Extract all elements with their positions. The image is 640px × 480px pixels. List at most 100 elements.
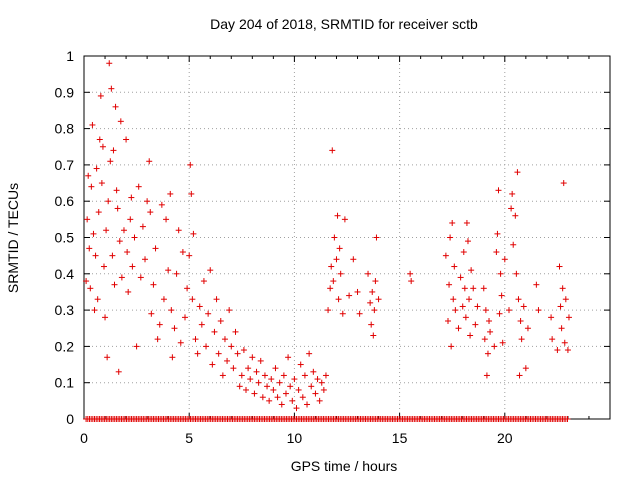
data-point — [115, 368, 122, 375]
data-point — [198, 321, 205, 328]
data-point — [154, 336, 161, 343]
data-point — [257, 357, 264, 364]
data-point — [341, 216, 348, 223]
data-point — [322, 372, 329, 379]
data-point — [354, 288, 361, 295]
data-point — [282, 390, 289, 397]
data-point — [192, 336, 199, 343]
data-point — [365, 270, 372, 277]
data-point — [228, 343, 235, 350]
data-point — [105, 198, 112, 205]
data-point — [474, 303, 481, 310]
data-point — [295, 386, 302, 393]
data-point — [470, 285, 477, 292]
data-point — [466, 296, 473, 303]
data-point — [135, 183, 142, 190]
data-point — [95, 209, 102, 216]
data-point — [137, 274, 144, 281]
data-point — [268, 376, 275, 383]
data-point — [330, 278, 337, 285]
data-point — [94, 296, 101, 303]
data-point — [310, 368, 317, 375]
x-tick-label: 10 — [287, 430, 303, 446]
data-point — [524, 325, 531, 332]
data-point — [226, 307, 233, 314]
data-point — [173, 270, 180, 277]
data-point — [102, 314, 109, 321]
data-point — [291, 376, 298, 383]
data-point — [336, 245, 343, 252]
data-point — [516, 372, 523, 379]
data-point — [127, 216, 134, 223]
data-point — [548, 314, 555, 321]
data-point — [261, 372, 268, 379]
data-point — [89, 121, 96, 128]
data-point — [148, 310, 155, 317]
data-point — [451, 263, 458, 270]
data-point — [103, 227, 110, 234]
data-point — [168, 307, 175, 314]
data-points — [83, 60, 572, 422]
data-point — [308, 383, 315, 390]
data-point — [110, 147, 117, 154]
data-point — [337, 270, 344, 277]
data-point — [318, 379, 325, 386]
data-point — [565, 314, 572, 321]
data-point — [299, 394, 306, 401]
data-point — [491, 343, 498, 350]
data-point — [171, 325, 178, 332]
data-point — [481, 336, 488, 343]
data-point — [509, 190, 516, 197]
plot-frame — [83, 55, 611, 420]
data-point — [88, 183, 95, 190]
data-point — [160, 296, 167, 303]
data-point — [327, 285, 334, 292]
data-point — [232, 328, 239, 335]
data-point — [533, 281, 540, 288]
data-point — [238, 372, 245, 379]
data-point — [144, 198, 151, 205]
data-point — [514, 169, 521, 176]
data-point — [356, 310, 363, 317]
data-point — [558, 325, 565, 332]
data-point — [129, 263, 136, 270]
data-point — [329, 147, 336, 154]
data-point — [215, 350, 222, 357]
data-point — [98, 180, 105, 187]
data-point — [125, 288, 132, 295]
data-point — [506, 307, 513, 314]
data-point — [484, 350, 491, 357]
data-point — [448, 343, 455, 350]
data-point — [116, 238, 123, 245]
data-point — [328, 263, 335, 270]
data-point — [100, 263, 107, 270]
data-point — [483, 372, 490, 379]
data-point — [236, 383, 243, 390]
data-point — [251, 390, 258, 397]
data-point — [375, 296, 382, 303]
data-point — [194, 350, 201, 357]
data-point — [452, 307, 459, 314]
data-point — [314, 376, 321, 383]
data-point — [446, 281, 453, 288]
data-point — [350, 256, 357, 263]
data-point — [247, 376, 254, 383]
data-point — [562, 296, 569, 303]
y-tick-label: 0 — [66, 411, 74, 427]
data-point — [522, 365, 529, 372]
data-point — [297, 361, 304, 368]
data-point — [196, 303, 203, 310]
data-point — [117, 118, 124, 125]
x-tick-label: 0 — [80, 430, 88, 446]
data-point — [274, 394, 281, 401]
data-point — [554, 347, 561, 354]
data-point — [442, 252, 449, 259]
data-point — [230, 365, 237, 372]
data-point — [304, 401, 311, 408]
y-tick-label: 0.2 — [55, 338, 75, 354]
data-point — [459, 303, 466, 310]
x-tick-label: 5 — [185, 430, 193, 446]
data-point — [312, 390, 319, 397]
data-point — [106, 60, 113, 67]
data-point — [559, 285, 566, 292]
